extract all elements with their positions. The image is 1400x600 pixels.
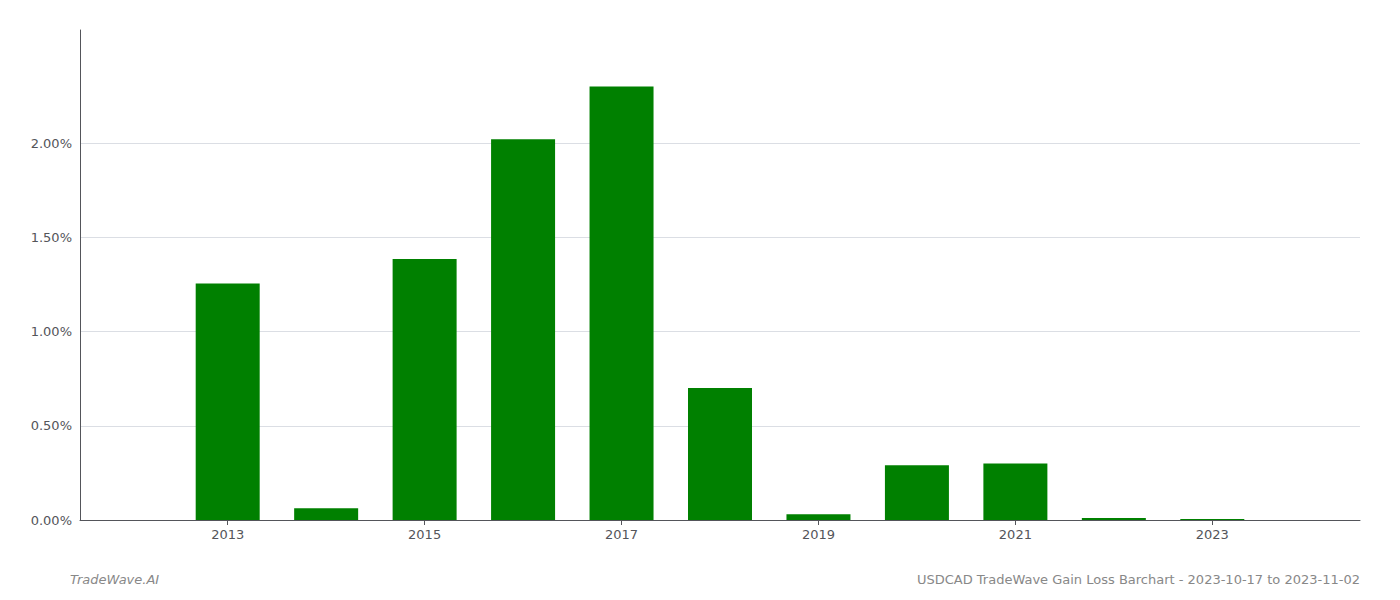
- svg-text:TradeWave.AI: TradeWave.AI: [70, 572, 159, 587]
- svg-text:USDCAD TradeWave Gain Loss Bar: USDCAD TradeWave Gain Loss Barchart - 20…: [917, 572, 1360, 587]
- svg-text:1.50%: 1.50%: [31, 230, 72, 245]
- svg-text:0.50%: 0.50%: [31, 418, 72, 433]
- svg-text:2015: 2015: [408, 527, 441, 542]
- svg-text:2017: 2017: [605, 527, 638, 542]
- svg-text:1.00%: 1.00%: [31, 324, 72, 339]
- svg-text:2021: 2021: [999, 527, 1032, 542]
- svg-text:2013: 2013: [211, 527, 244, 542]
- svg-text:2023: 2023: [1196, 527, 1229, 542]
- svg-text:2.00%: 2.00%: [31, 136, 72, 151]
- svg-text:0.00%: 0.00%: [31, 513, 72, 528]
- svg-text:2019: 2019: [802, 527, 835, 542]
